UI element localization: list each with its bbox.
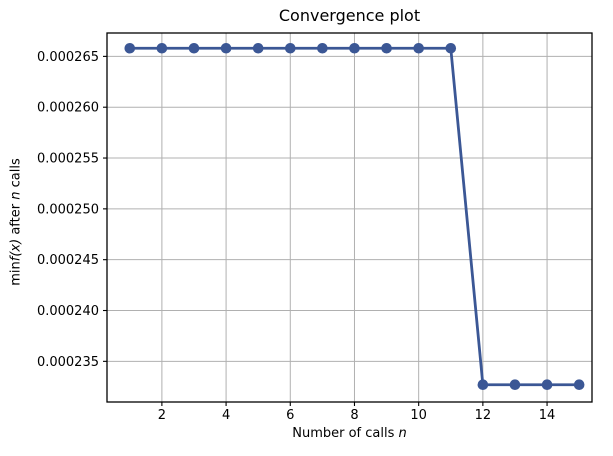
label-part-italic: n bbox=[8, 191, 24, 200]
y-tick-label: 0.000260 bbox=[37, 101, 99, 116]
data-point bbox=[509, 379, 521, 391]
data-point bbox=[156, 42, 168, 54]
x-tick-label: 10 bbox=[410, 408, 427, 423]
data-point bbox=[317, 42, 328, 54]
data-point bbox=[188, 42, 200, 54]
y-tick-label: 0.000250 bbox=[37, 202, 99, 217]
y-tick-label: 0.000240 bbox=[37, 304, 99, 319]
data-point bbox=[477, 379, 489, 391]
label-part-italic: n bbox=[398, 426, 407, 441]
x-tick-label: 14 bbox=[539, 408, 556, 423]
x-tick-label: 4 bbox=[222, 408, 230, 423]
y-tick-label: 0.000245 bbox=[37, 253, 99, 268]
label-part-italic: f(x) bbox=[8, 238, 24, 262]
label-part: Number of calls bbox=[292, 426, 399, 441]
data-point bbox=[220, 42, 232, 54]
data-point bbox=[381, 42, 392, 54]
y-tick-label: 0.000235 bbox=[37, 355, 99, 370]
x-tick-label: 12 bbox=[475, 408, 492, 423]
data-point bbox=[349, 42, 360, 54]
data-point bbox=[284, 42, 296, 54]
axes-frame bbox=[106, 32, 593, 403]
label-part: calls bbox=[8, 158, 24, 192]
x-axis-label: Number of calls n bbox=[107, 426, 592, 441]
data-point bbox=[541, 379, 553, 391]
y-tick-label: 0.000255 bbox=[37, 152, 99, 167]
data-point bbox=[252, 42, 264, 54]
data-point bbox=[124, 42, 136, 54]
data-point bbox=[413, 42, 424, 54]
y-tick-label: 0.000265 bbox=[37, 50, 99, 65]
y-axis-label-text: minf(x) after n calls bbox=[9, 158, 24, 285]
x-tick-label: 6 bbox=[286, 408, 294, 423]
label-part: min bbox=[8, 261, 24, 286]
x-tick-label: 2 bbox=[158, 408, 166, 423]
data-point bbox=[445, 42, 457, 54]
label-part: after bbox=[8, 199, 24, 239]
x-tick-label: 8 bbox=[350, 408, 358, 423]
data-point bbox=[573, 379, 585, 391]
chart-title: Convergence plot bbox=[278, 6, 421, 25]
